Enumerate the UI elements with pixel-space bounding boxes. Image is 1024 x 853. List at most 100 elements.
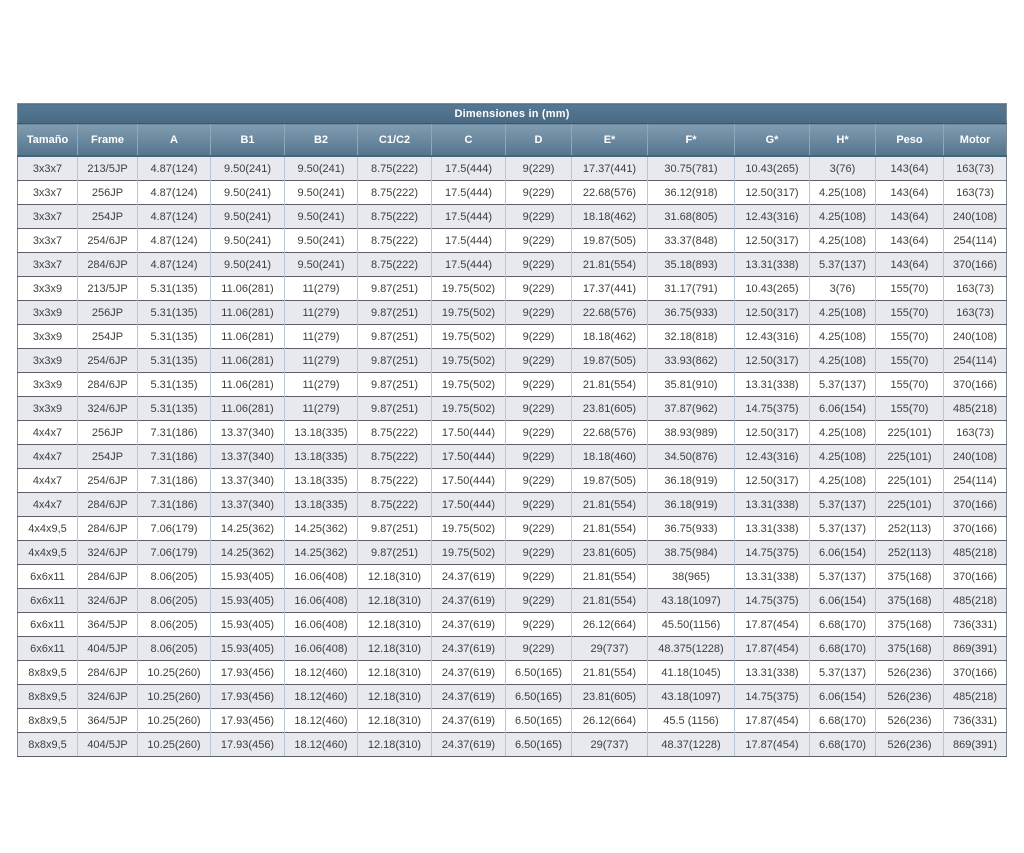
table-cell: 213/5JP [77,276,138,301]
table-cell: 3x3x9 [17,348,78,373]
table-cell: 16.06(408) [284,564,358,589]
table-cell: 404/5JP [77,636,138,661]
table-cell: 3(76) [809,155,876,181]
table-cell: 8.75(222) [357,468,432,493]
table-cell: 14.25(362) [210,516,285,541]
table-cell: 18.12(460) [284,708,358,733]
table-cell: 5.37(137) [809,564,876,589]
table-cell: 254/6JP [77,468,138,493]
table-cell: 7.31(186) [137,420,211,445]
table-cell: 24.37(619) [431,732,506,757]
table-cell: 6x6x11 [17,564,78,589]
table-row: 3x3x9 254JP 5.31(135) 11.06(281) 11(279) 9.87… [17,324,1007,349]
table-cell: 4.25(108) [809,348,876,373]
table-cell: 17.50(444) [431,420,506,445]
table-row: 8x8x9,5 404/5JP 10.25(260) 17.93(456) 18.12(… [17,732,1007,757]
table-cell: 17.5(444) [431,252,506,277]
table-cell: 9(229) [505,516,572,541]
table-cell: 252(113) [875,540,944,565]
table-cell: 14.75(375) [734,396,810,421]
table-cell: 284/6JP [77,564,138,589]
table-row: 3x3x7 256JP 4.87(124) 9.50(241) 9.50(241) 8.7… [17,180,1007,205]
table-cell: 364/5JP [77,612,138,637]
table-cell: 13.37(340) [210,492,285,517]
table-cell: 15.93(405) [210,636,285,661]
table-cell: 9(229) [505,180,572,205]
table-cell: 5.31(135) [137,300,211,325]
table-cell: 19.75(502) [431,276,506,301]
table-cell: 22.68(576) [571,420,648,445]
table-cell: 256JP [77,420,138,445]
table-cell: 163(73) [942,420,1007,445]
table-cell: 17.93(456) [210,732,285,757]
column-header-row: Tamaño Frame A B1 B2 C1/C2 C D E* F* G* H* Peso Motor [17,123,1007,157]
table-cell: 155(70) [875,372,944,397]
table-cell: 17.37(441) [571,155,648,181]
table-cell: 163(73) [942,300,1007,325]
table-cell: 284/6JP [77,516,138,541]
table-cell: 17.93(456) [210,708,285,733]
table-cell: 8.75(222) [357,155,432,181]
table-cell: 370(166) [942,252,1007,277]
table-cell: 8.75(222) [357,228,432,253]
table-cell: 155(70) [875,300,944,325]
table-cell: 24.37(619) [431,684,506,709]
table-cell: 155(70) [875,348,944,373]
table-cell: 35.18(893) [647,252,735,277]
table-cell: 240(108) [942,324,1007,349]
table-cell: 9.50(241) [210,180,285,205]
table-cell: 284/6JP [77,372,138,397]
table-cell: 3x3x7 [17,252,78,277]
table-cell: 6.68(170) [809,708,876,733]
table-cell: 4.25(108) [809,300,876,325]
table-row: 8x8x9,5 324/6JP 10.25(260) 17.93(456) 18.12(… [17,684,1007,709]
table-cell: 10.43(265) [734,155,810,181]
table-cell: 9(229) [505,492,572,517]
table-title: Dimensiones in (mm) [17,103,1007,124]
table-cell: 4.25(108) [809,204,876,229]
table-row: 4x4x7 284/6JP 7.31(186) 13.37(340) 13.18(335… [17,492,1007,517]
table-cell: 9(229) [505,588,572,613]
table-cell: 375(168) [875,564,944,589]
table-cell: 9.50(241) [284,252,358,277]
table-cell: 18.12(460) [284,732,358,757]
table-cell: 13.37(340) [210,444,285,469]
table-cell: 254/6JP [77,228,138,253]
table-cell: 21.81(554) [571,588,648,613]
table-cell: 5.37(137) [809,492,876,517]
table-cell: 485(218) [942,588,1007,613]
table-cell: 21.81(554) [571,252,648,277]
table-cell: 254(114) [942,348,1007,373]
table-cell: 24.37(619) [431,588,506,613]
table-cell: 6.50(165) [505,732,572,757]
table-cell: 526(236) [875,732,944,757]
table-cell: 6x6x11 [17,612,78,637]
table-cell: 17.93(456) [210,660,285,685]
table-cell: 13.37(340) [210,420,285,445]
table-cell: 9(229) [505,564,572,589]
table-cell: 17.87(454) [734,732,810,757]
table-cell: 9.50(241) [210,228,285,253]
table-cell: 254JP [77,444,138,469]
table-cell: 8.75(222) [357,444,432,469]
table-cell: 48.37(1228) [647,732,735,757]
table-cell: 13.31(338) [734,516,810,541]
table-cell: 24.37(619) [431,612,506,637]
table-cell: 6.06(154) [809,588,876,613]
table-cell: 155(70) [875,324,944,349]
table-cell: 12.43(316) [734,324,810,349]
table-cell: 14.25(362) [284,540,358,565]
table-cell: 163(73) [942,180,1007,205]
table-cell: 163(73) [942,276,1007,301]
table-cell: 485(218) [942,540,1007,565]
table-cell: 9(229) [505,204,572,229]
table-cell: 225(101) [875,444,944,469]
table-cell: 3x3x9 [17,372,78,397]
table-cell: 143(64) [875,252,944,277]
table-cell: 256JP [77,300,138,325]
table-cell: 34.50(876) [647,444,735,469]
table-cell: 17.50(444) [431,444,506,469]
table-cell: 12.50(317) [734,180,810,205]
table-cell: 5.31(135) [137,324,211,349]
